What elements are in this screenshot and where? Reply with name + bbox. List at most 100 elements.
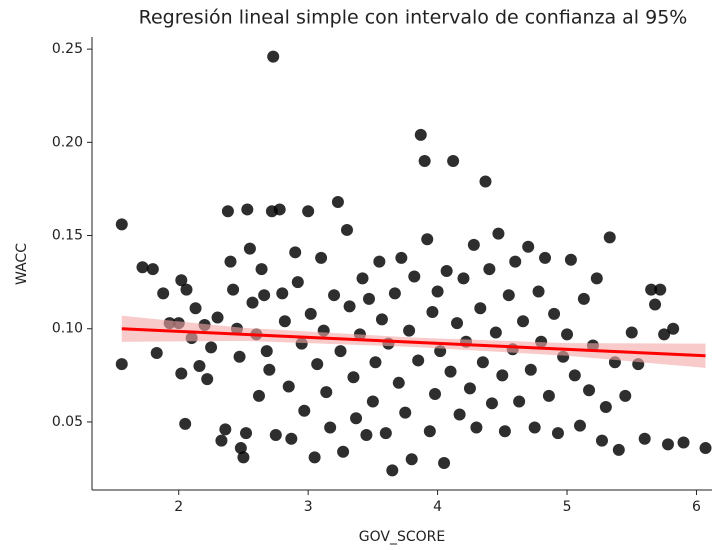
point xyxy=(282,380,295,393)
point xyxy=(193,360,206,373)
point xyxy=(258,289,271,302)
point xyxy=(414,128,427,141)
point xyxy=(654,283,667,296)
point xyxy=(429,387,442,400)
point xyxy=(362,292,375,305)
point xyxy=(388,287,401,300)
point xyxy=(392,376,405,389)
x-tick-label: 2 xyxy=(174,499,183,515)
point xyxy=(201,373,214,386)
point xyxy=(658,328,671,341)
point xyxy=(583,384,596,397)
point xyxy=(638,432,651,445)
point xyxy=(528,421,541,434)
point xyxy=(146,263,159,276)
point xyxy=(590,272,603,285)
point xyxy=(564,253,577,266)
point xyxy=(291,276,304,289)
point xyxy=(221,205,234,218)
point xyxy=(366,395,379,408)
point xyxy=(375,313,388,326)
point xyxy=(599,401,612,414)
point xyxy=(246,296,259,309)
point xyxy=(561,328,574,341)
point xyxy=(175,274,188,287)
point xyxy=(532,285,545,298)
point xyxy=(260,345,273,358)
x-tick-label: 4 xyxy=(433,499,442,515)
point xyxy=(551,427,564,440)
point xyxy=(513,395,526,408)
point xyxy=(227,283,240,296)
point xyxy=(136,261,149,274)
point xyxy=(539,251,552,264)
point xyxy=(302,205,315,218)
point xyxy=(334,345,347,358)
point xyxy=(524,363,537,376)
point xyxy=(373,255,386,268)
point xyxy=(267,50,280,63)
point xyxy=(699,442,712,455)
point xyxy=(483,263,496,276)
point xyxy=(496,369,509,382)
point xyxy=(278,315,291,328)
point xyxy=(263,363,276,376)
point xyxy=(369,356,382,369)
point xyxy=(289,246,302,259)
point xyxy=(157,287,170,300)
point xyxy=(438,456,451,469)
point xyxy=(347,371,360,384)
point xyxy=(451,317,464,330)
point xyxy=(502,289,515,302)
point xyxy=(269,429,282,442)
point xyxy=(324,421,337,434)
y-tick-label: 0.05 xyxy=(52,414,83,430)
point xyxy=(476,356,489,369)
point xyxy=(619,389,632,402)
x-axis-label: GOV_SCORE xyxy=(359,529,445,545)
y-tick-label: 0.10 xyxy=(52,321,83,337)
point xyxy=(479,175,492,188)
point xyxy=(224,255,237,268)
point xyxy=(386,464,399,477)
point xyxy=(595,434,608,447)
point xyxy=(412,354,425,367)
point xyxy=(603,231,616,244)
point xyxy=(498,425,511,438)
point xyxy=(457,272,470,285)
point xyxy=(444,365,457,378)
point xyxy=(273,203,286,216)
point xyxy=(237,451,250,464)
point xyxy=(240,427,253,440)
y-tick-label: 0.25 xyxy=(52,41,83,57)
point xyxy=(150,346,163,359)
point xyxy=(219,423,232,436)
point xyxy=(311,358,324,371)
point xyxy=(577,292,590,305)
point xyxy=(421,233,434,246)
x-tick-label: 5 xyxy=(563,499,572,515)
point xyxy=(474,302,487,315)
point xyxy=(315,251,328,264)
point xyxy=(492,227,505,240)
point xyxy=(337,445,350,458)
point xyxy=(485,397,498,410)
point xyxy=(298,404,311,417)
point xyxy=(179,417,192,430)
point xyxy=(189,302,202,315)
point xyxy=(470,421,483,434)
point xyxy=(463,382,476,395)
y-axis-label: WACC xyxy=(14,243,30,285)
point xyxy=(252,389,265,402)
point xyxy=(340,223,353,236)
point xyxy=(440,264,453,277)
chart-title: Regresión lineal simple con intervalo de… xyxy=(139,7,688,29)
point xyxy=(548,307,561,320)
point xyxy=(356,272,369,285)
x-tick-label: 6 xyxy=(692,499,701,515)
point xyxy=(115,358,128,371)
point xyxy=(426,305,439,318)
point xyxy=(467,238,480,251)
point xyxy=(395,251,408,264)
point xyxy=(328,289,341,302)
